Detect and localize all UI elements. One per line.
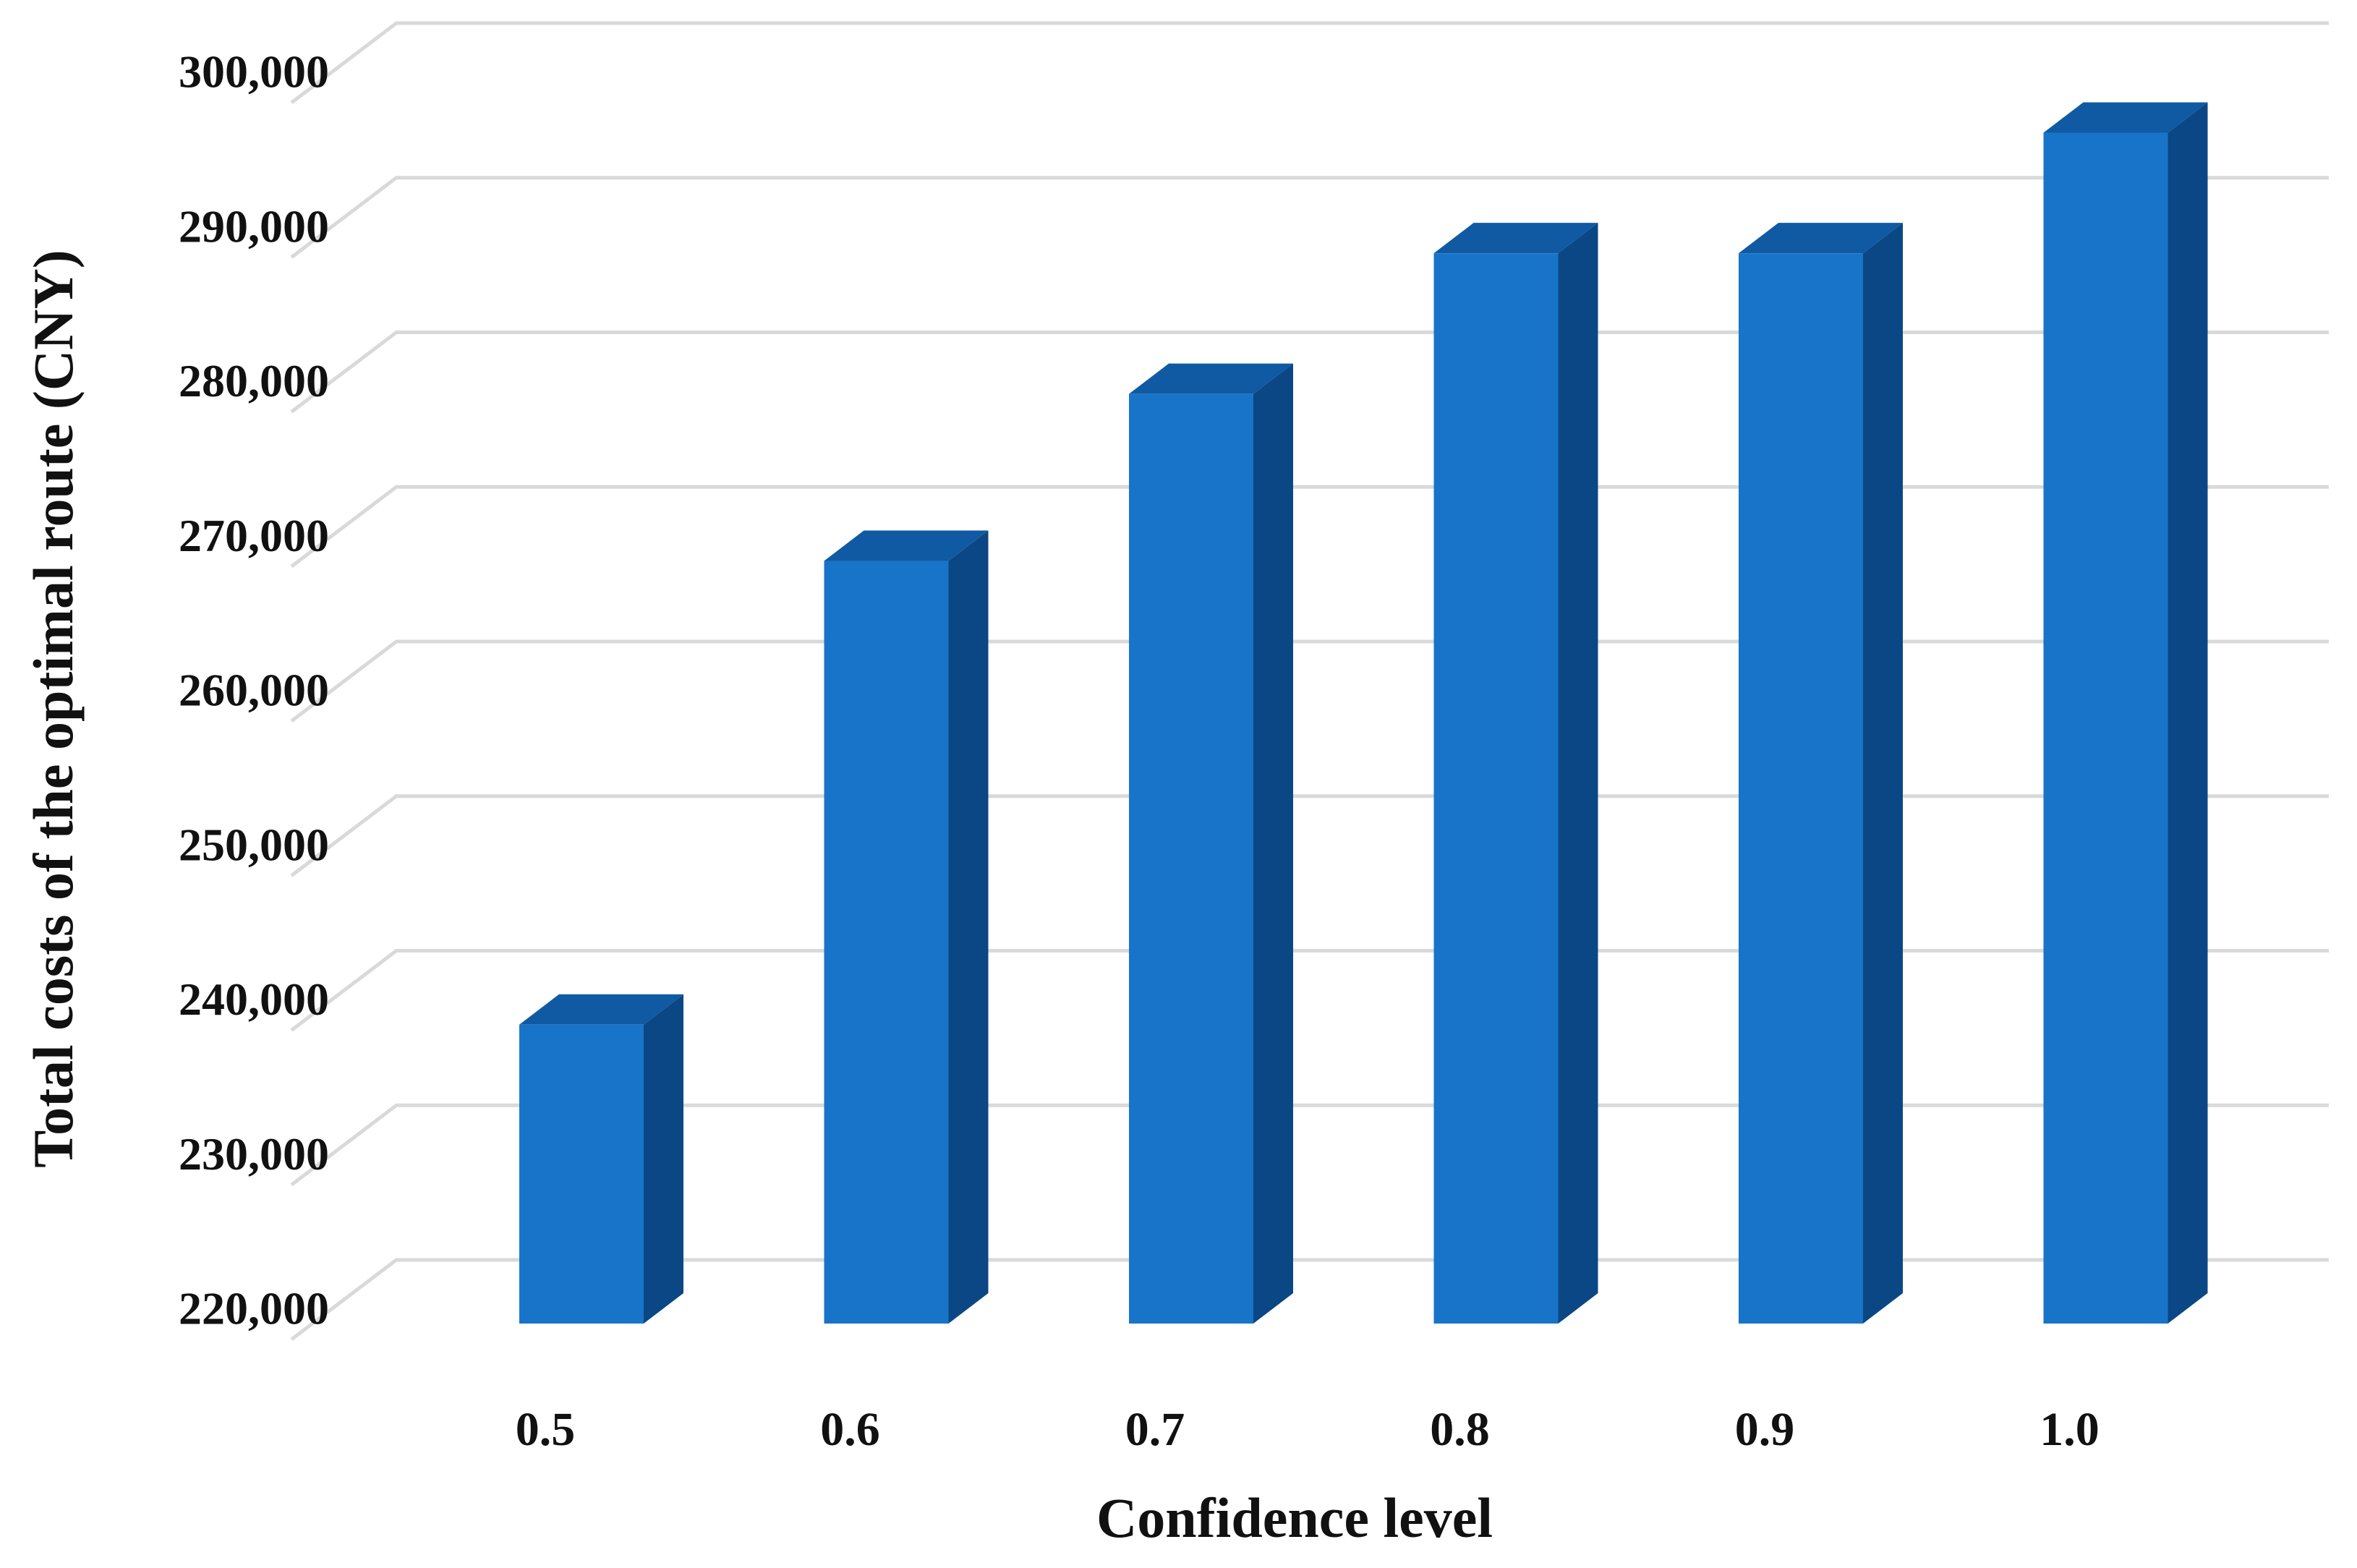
x-tick-label: 0.8 bbox=[1430, 1403, 1490, 1456]
x-axis-tick-labels: 0.5 0.6 0.7 0.8 0.9 1.0 bbox=[516, 1403, 2100, 1456]
gridline bbox=[290, 331, 2329, 414]
y-tick-label: 280,000 bbox=[179, 355, 329, 406]
bar-side bbox=[2168, 102, 2208, 1324]
y-tick-label: 300,000 bbox=[179, 46, 329, 98]
bar-front bbox=[1739, 253, 1863, 1324]
bar-top bbox=[1739, 223, 1903, 254]
x-tick-label: 0.6 bbox=[820, 1403, 880, 1456]
bar-front bbox=[1129, 393, 1253, 1324]
gridlines bbox=[290, 21, 2329, 1341]
bar-side bbox=[644, 994, 683, 1324]
bar-top bbox=[519, 994, 683, 1025]
bar-top bbox=[2043, 102, 2208, 133]
gridline bbox=[290, 176, 2329, 259]
y-axis-label: Total costs of the optimal route (CNY) bbox=[22, 250, 85, 1168]
bar-top bbox=[824, 530, 989, 561]
bar bbox=[1739, 223, 1903, 1324]
bar-front bbox=[2043, 132, 2168, 1324]
gridline bbox=[290, 21, 2329, 104]
y-tick-label: 230,000 bbox=[179, 1128, 329, 1180]
bars bbox=[519, 102, 2208, 1324]
y-tick-label: 260,000 bbox=[179, 665, 329, 716]
gridline bbox=[290, 639, 2329, 723]
gridline bbox=[290, 794, 2329, 877]
y-tick-label: 290,000 bbox=[179, 200, 329, 252]
bar bbox=[519, 994, 683, 1324]
bar-front bbox=[519, 1024, 644, 1324]
gridline bbox=[290, 1103, 2329, 1187]
x-tick-label: 0.9 bbox=[1735, 1403, 1795, 1456]
bar-top bbox=[1433, 223, 1598, 254]
bar bbox=[824, 530, 989, 1324]
y-tick-label: 250,000 bbox=[179, 819, 329, 870]
y-tick-label: 270,000 bbox=[179, 510, 329, 561]
bar-side bbox=[1863, 223, 1903, 1324]
x-tick-label: 0.7 bbox=[1125, 1403, 1185, 1456]
bar-side bbox=[1558, 223, 1598, 1324]
gridline bbox=[290, 949, 2329, 1032]
bar bbox=[2043, 102, 2208, 1324]
y-tick-label: 220,000 bbox=[179, 1283, 329, 1334]
bar-front bbox=[1433, 253, 1559, 1324]
gridline bbox=[290, 485, 2329, 568]
x-tick-label: 1.0 bbox=[2040, 1403, 2100, 1456]
x-tick-label: 0.5 bbox=[516, 1403, 576, 1456]
bar-top bbox=[1129, 363, 1293, 394]
bar-side bbox=[1253, 363, 1293, 1324]
y-axis-tick-labels: 220,000 230,000 240,000 250,000 260,000 270,0… bbox=[179, 46, 329, 1334]
bar-side bbox=[948, 530, 989, 1324]
bar bbox=[1433, 223, 1598, 1324]
gridline bbox=[290, 1258, 2329, 1341]
x-axis-label: Confidence level bbox=[1096, 1486, 1493, 1549]
y-tick-label: 240,000 bbox=[179, 973, 329, 1025]
bar-front bbox=[824, 561, 949, 1324]
bar bbox=[1129, 363, 1293, 1324]
